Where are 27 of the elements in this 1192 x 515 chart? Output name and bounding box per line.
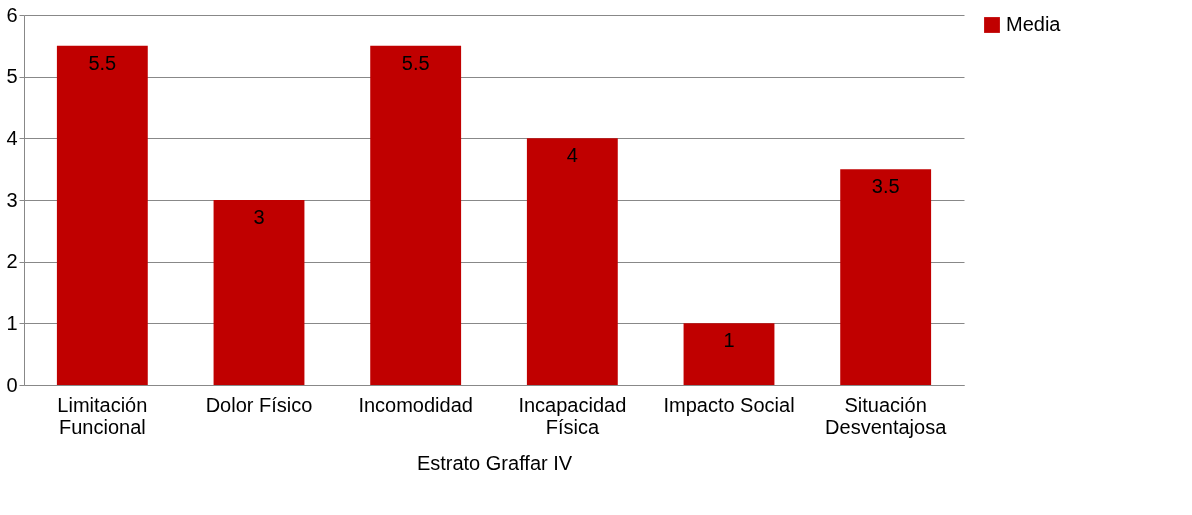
x-tick-label: Dolor Físico [205,393,313,416]
legend-label: Media [1006,13,1062,35]
bar [213,200,305,385]
bar [370,45,462,385]
bar [56,45,148,385]
bar [526,138,618,385]
x-tick-label: Impacto Social [663,393,795,416]
y-tick-label: 4 [6,126,18,149]
data-label: 4 [566,144,578,167]
x-tick-label: Situación Desventajosa [825,393,948,438]
y-tick-label: 3 [6,188,18,211]
data-label: 3 [253,206,265,228]
x-tick-label: Incapacidad Física [518,393,627,438]
data-label: 1 [723,329,735,352]
y-tick-label: 2 [6,250,18,273]
x-tick-label: Incomodidad [358,393,473,416]
y-tick-label: 6 [6,3,18,26]
bar [840,169,932,385]
data-label: 5.5 [88,51,117,74]
x-tick-label: Limitación Funcional [57,393,148,438]
x-axis-title: Estrato Graffar IV [416,451,573,474]
y-tick-label: 0 [6,373,18,396]
bar [683,323,775,385]
data-label: 5.5 [401,51,430,74]
y-tick-label: 1 [6,311,18,334]
y-tick-label: 5 [6,65,18,88]
data-label: 3.5 [871,175,900,198]
